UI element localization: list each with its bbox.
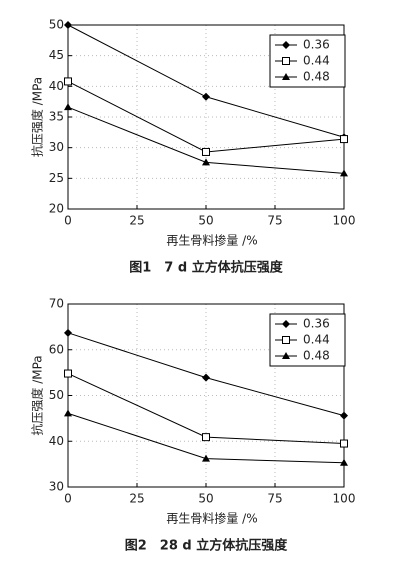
marker — [202, 147, 210, 156]
plot-frame — [67, 24, 345, 210]
legend-marker — [282, 57, 290, 65]
y-tick-label: 25 — [49, 171, 64, 185]
legend-label: 0.36 — [303, 38, 330, 52]
y-tick-label: 70 — [49, 297, 64, 311]
y-tick-label: 40 — [49, 434, 64, 448]
x-tick-label: 75 — [267, 492, 282, 506]
y-tick-label: 40 — [49, 79, 64, 93]
marker — [202, 92, 210, 101]
marker — [202, 433, 210, 442]
marker — [340, 458, 348, 466]
y-tick-label: 50 — [49, 388, 64, 402]
y-tick-label: 30 — [49, 140, 64, 154]
x-axis-label: 再生骨料掺量 /% — [166, 511, 257, 526]
x-tick-label: 50 — [198, 492, 213, 506]
marker — [64, 409, 72, 417]
marker — [340, 411, 348, 420]
y-axis-label: 抗压强度 /MPa — [30, 77, 45, 157]
y-tick-label: 30 — [49, 480, 64, 494]
legend-marker — [282, 320, 290, 328]
chart-title: 图1 7 d 立方体抗压强度 — [129, 260, 283, 276]
y-tick-label: 50 — [49, 18, 64, 32]
marker — [64, 103, 72, 111]
y-axis-label: 抗压强度 /MPa — [30, 355, 45, 435]
x-tick-label: 50 — [198, 214, 213, 228]
legend-label: 0.36 — [303, 317, 330, 331]
x-tick-label: 100 — [333, 214, 356, 228]
x-tick-label: 0 — [64, 492, 72, 506]
marker — [202, 373, 210, 382]
marker — [202, 454, 210, 462]
marker — [340, 439, 348, 448]
marker — [64, 328, 72, 337]
chart-title: 图2 28 d 立方体抗压强度 — [125, 538, 288, 554]
legend-box — [269, 313, 346, 367]
y-tick-label: 45 — [49, 48, 64, 62]
x-tick-label: 25 — [129, 214, 144, 228]
legend-label: 0.48 — [303, 349, 330, 363]
legend-label: 0.48 — [303, 70, 330, 84]
x-tick-label: 100 — [333, 492, 356, 506]
y-tick-label: 20 — [49, 202, 64, 216]
legend-marker — [282, 73, 290, 80]
marker — [340, 169, 348, 177]
legend-marker — [282, 336, 290, 344]
legend-marker — [282, 41, 290, 49]
legend-label: 0.44 — [303, 333, 330, 347]
marker — [64, 77, 72, 86]
marker — [340, 135, 348, 144]
x-tick-label: 25 — [129, 492, 144, 506]
x-tick-label: 75 — [267, 214, 282, 228]
y-tick-label: 35 — [49, 110, 64, 124]
x-axis-label: 再生骨料掺量 /% — [166, 233, 257, 248]
x-tick-label: 0 — [64, 214, 72, 228]
marker — [202, 158, 210, 166]
plot-frame — [67, 303, 345, 488]
y-tick-label: 60 — [49, 342, 64, 356]
legend-label: 0.44 — [303, 54, 330, 68]
legend-marker — [282, 352, 290, 359]
marker — [64, 21, 72, 29]
marker — [64, 369, 72, 378]
